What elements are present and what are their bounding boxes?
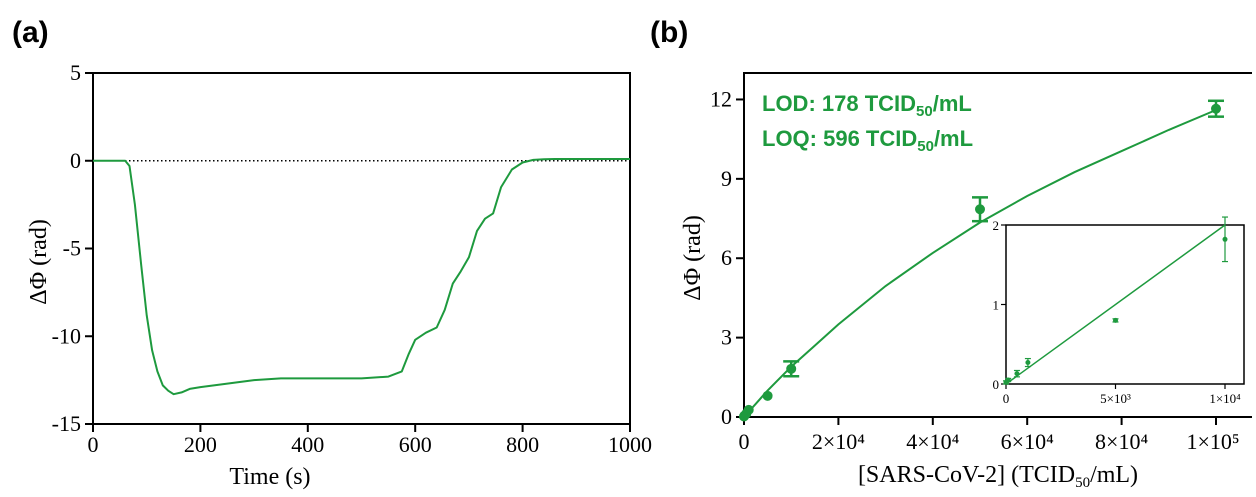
panel-b-axes (743, 72, 1252, 418)
inset-data-point (1222, 236, 1228, 242)
panel-a-x-axis-title: Time (s) (229, 464, 310, 490)
inset-x-tick-label: 5×10³ (1100, 391, 1131, 406)
panel-b-y-axis-title: ΔΦ (rad) (680, 215, 706, 301)
x-tick-label: 800 (506, 432, 539, 457)
x-tick-label: 2×10⁴ (812, 429, 865, 454)
inset-y-tick-label: 2 (993, 218, 1000, 233)
panel-a-frame (92, 72, 631, 425)
fit-curve (743, 109, 1217, 418)
data-point (786, 363, 797, 374)
panel-b-frame (743, 72, 1252, 418)
x-tick-label: 6×10⁴ (1001, 429, 1054, 454)
y-tick-label: -10 (52, 323, 81, 348)
panel-b-x-axis-title: [SARS-CoV-2] (TCID50/mL) (858, 462, 1138, 491)
y-tick-label: 0 (70, 148, 81, 173)
x-tick-label: 1×10⁵ (1186, 429, 1239, 454)
inset-y-tick-label: 1 (993, 298, 1000, 313)
x-tick-label: 0 (739, 429, 750, 454)
x-tick-label: 200 (184, 432, 217, 457)
panel-b-plot (739, 99, 1224, 422)
x-tick-label: 4×10⁴ (906, 429, 959, 454)
inset-fit-line (1005, 224, 1226, 385)
panel-b-inset: 2 1 00 5×10³ 1×10⁴ (993, 216, 1245, 406)
inset-data-point (1014, 371, 1020, 377)
panel-b-y-ticks: 12 9 6 3 0 (710, 86, 744, 429)
data-point (743, 404, 754, 415)
y-tick-label: 5 (70, 60, 81, 85)
inset-data-point (1025, 360, 1031, 366)
panel-a-y-ticks: 5 0 -5 -10 -15 (52, 60, 93, 436)
inset-frame (1005, 224, 1245, 385)
lod-annotation: LOD: 178 TCID50/mL (762, 91, 972, 120)
panel-a-axes (92, 72, 631, 425)
panel-a: (a) 5 0 -5 -10 -15 0 200 400 600 800 1000 Time (s… (12, 16, 652, 490)
inset-x-tick-label: 1×10⁴ (1209, 391, 1241, 406)
inset-y-tick-label: 0 (993, 377, 1000, 392)
data-point (1211, 103, 1221, 114)
panel-a-y-axis-title: ΔΦ (rad) (26, 219, 52, 305)
y-tick-label: -5 (63, 236, 81, 261)
x-tick-label: 600 (399, 432, 432, 457)
y-tick-label: 0 (721, 404, 732, 429)
inset-data-point (1005, 377, 1011, 383)
x-tick-label: 1000 (608, 432, 652, 457)
data-point (975, 204, 985, 215)
panel-b-x-ticks: 0 2×10⁴ 4×10⁴ 6×10⁴ 8×10⁴ 1×10⁵ (739, 417, 1240, 454)
y-tick-label: 12 (710, 86, 732, 111)
inset-x-tick-label: 0 (1003, 391, 1010, 406)
inset-data-point (1113, 317, 1118, 323)
y-tick-label: 3 (721, 325, 732, 350)
data-point (762, 390, 773, 401)
panel-a-x-ticks: 0 200 400 600 800 1000 (88, 424, 652, 457)
x-tick-label: 400 (291, 432, 324, 457)
y-tick-label: 9 (721, 166, 732, 191)
x-tick-label: 8×10⁴ (1095, 429, 1148, 454)
phase-shift-line (93, 158, 630, 396)
y-tick-label: 6 (721, 245, 732, 270)
panel-b-label: (b) (650, 16, 688, 49)
x-tick-label: 0 (88, 432, 99, 457)
panel-a-plot (93, 158, 630, 396)
panel-a-label: (a) (12, 16, 49, 49)
loq-annotation: LOQ: 596 TCID50/mL (762, 126, 973, 155)
y-tick-label: -15 (52, 411, 81, 436)
